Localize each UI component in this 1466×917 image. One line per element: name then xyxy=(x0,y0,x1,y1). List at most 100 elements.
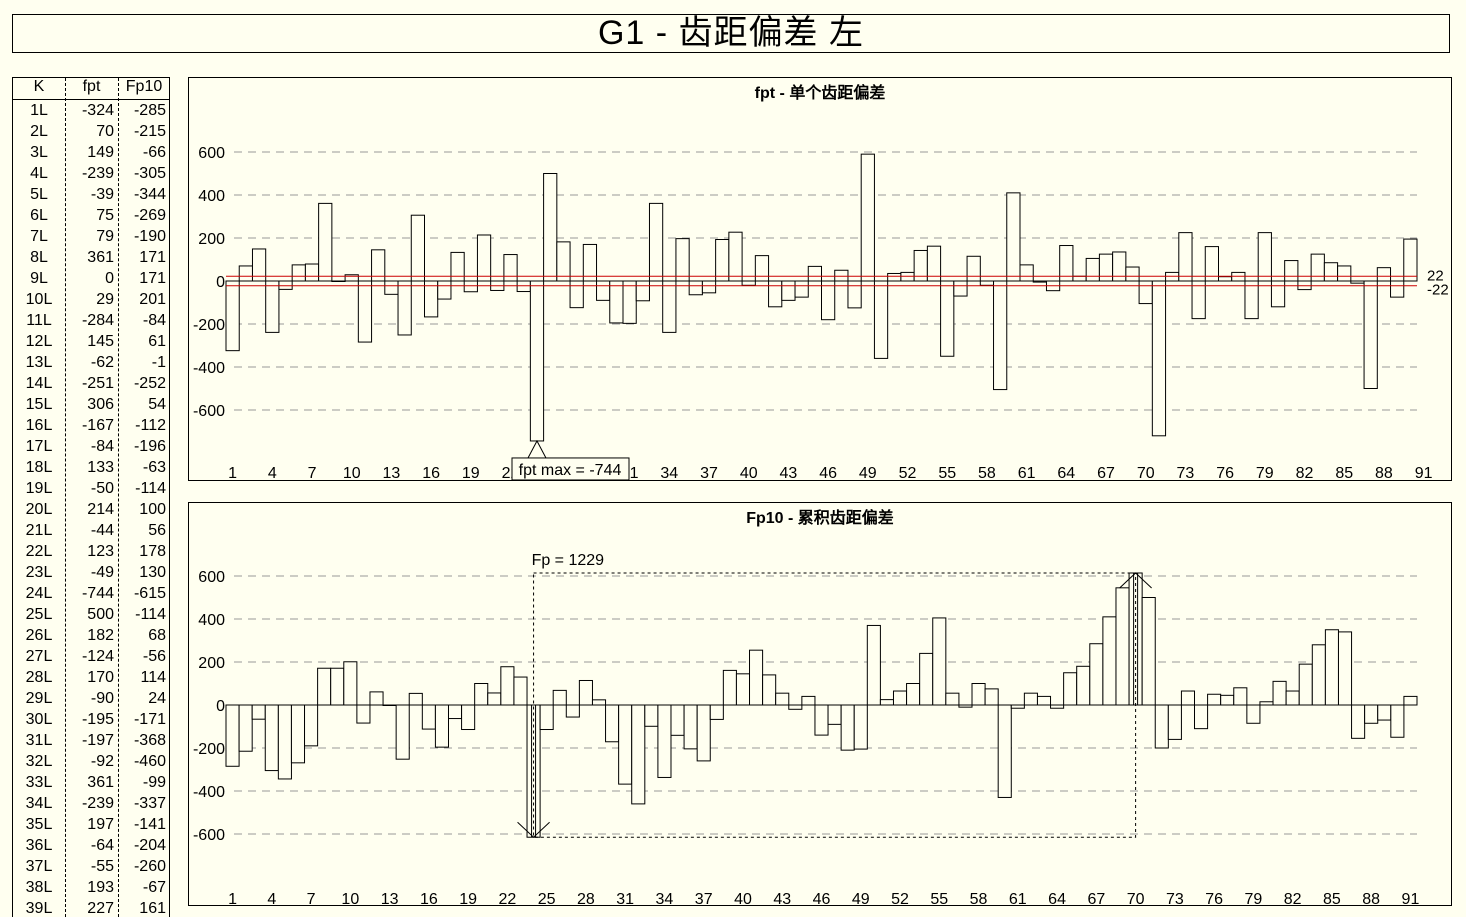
bar xyxy=(357,280,373,343)
cell-k: 19L xyxy=(25,480,53,497)
bar xyxy=(1310,253,1325,282)
table-row: 27L -124 -56 xyxy=(13,646,169,667)
bar xyxy=(622,280,637,324)
cell-fp10: 61 xyxy=(148,333,166,350)
bar xyxy=(997,704,1012,798)
cell-fp10: 68 xyxy=(148,627,166,644)
bar xyxy=(953,280,968,297)
bar xyxy=(516,280,531,293)
bar xyxy=(344,274,359,282)
page-title: G1 - 齿距偏差 左 xyxy=(597,14,865,52)
cell-k: 15L xyxy=(25,396,53,413)
bar xyxy=(1377,704,1392,721)
x-tick-label: 61 xyxy=(1009,891,1027,907)
bar xyxy=(657,704,672,778)
table-row: 17L -84 -196 xyxy=(13,436,169,457)
x-tick-label: 37 xyxy=(695,891,713,907)
bar xyxy=(834,269,849,282)
table-row: 32L -92 -460 xyxy=(13,751,169,772)
table-row: 5L -39 -344 xyxy=(13,184,169,205)
cell-k: 8L xyxy=(30,249,48,266)
y-tick-label: 400 xyxy=(198,612,225,629)
cell-k: 4L xyxy=(30,165,48,182)
bar xyxy=(1138,280,1153,305)
cell-fpt: -49 xyxy=(90,564,114,581)
bar xyxy=(1178,232,1193,282)
bar xyxy=(762,674,777,706)
bar xyxy=(1403,238,1418,282)
cell-fpt: 182 xyxy=(87,627,114,644)
cell-fp10: -368 xyxy=(133,732,166,749)
bar xyxy=(840,704,855,751)
x-tick-label: 4 xyxy=(267,891,276,907)
table-row: 7L 79 -190 xyxy=(13,226,169,247)
bar xyxy=(1311,644,1326,706)
cell-fp10: 24 xyxy=(148,690,166,707)
x-tick-label: 55 xyxy=(930,891,948,907)
bar xyxy=(781,280,796,301)
table-row: 11L -284 -84 xyxy=(13,310,169,331)
cell-k: 32L xyxy=(25,753,53,770)
cell-fpt: -39 xyxy=(90,186,114,203)
x-tick-label: 7 xyxy=(308,465,317,482)
table-row: 38L 193 -67 xyxy=(13,877,169,898)
cell-fp10: -615 xyxy=(133,585,166,602)
cell-fp10: -204 xyxy=(133,837,166,854)
cell-fp10: -252 xyxy=(133,375,166,392)
cell-k: 35L xyxy=(25,816,53,833)
y-tick-label: 200 xyxy=(198,231,225,248)
x-tick-label: 34 xyxy=(656,891,674,907)
bar xyxy=(474,683,489,706)
bar xyxy=(463,280,478,293)
bar xyxy=(919,652,934,706)
cell-fp10: -84 xyxy=(142,312,166,329)
bar xyxy=(979,280,995,286)
bar xyxy=(596,280,611,301)
table-row: 2L 70 -215 xyxy=(13,121,169,142)
x-tick-label: 7 xyxy=(307,891,316,907)
bar xyxy=(722,669,737,706)
x-tick-label: 1 xyxy=(228,465,237,482)
bar xyxy=(318,202,333,282)
table-row: 28L 170 114 xyxy=(13,667,169,688)
cell-fp10: 56 xyxy=(148,522,166,539)
bar xyxy=(618,704,633,785)
bar xyxy=(1363,280,1378,389)
table-row: 13L -62 -1 xyxy=(13,352,169,373)
cell-k: 18L xyxy=(25,459,53,476)
cell-k: 28L xyxy=(25,669,53,686)
cell-fp10: -67 xyxy=(142,879,166,896)
y-tick-label: 600 xyxy=(198,569,225,586)
bar xyxy=(304,704,319,747)
cell-k: 17L xyxy=(25,438,53,455)
x-tick-label: 28 xyxy=(577,891,595,907)
cell-fpt: -197 xyxy=(81,732,114,749)
bar xyxy=(569,280,584,309)
bar xyxy=(688,280,703,296)
bar xyxy=(827,704,842,725)
cell-k: 27L xyxy=(25,648,53,665)
cell-fpt: 214 xyxy=(87,501,114,518)
x-tick-label: 13 xyxy=(381,891,399,907)
bar xyxy=(609,280,624,324)
table-row: 36L -64 -204 xyxy=(13,835,169,856)
data-table: K fpt Fp10 1L -324 -285 2L 70 -215 3L 149 -66 4L -… xyxy=(12,77,170,917)
bar xyxy=(582,243,598,282)
fp10-title-cn: 累积齿距偏差 xyxy=(797,508,894,527)
bar xyxy=(853,704,868,750)
bar xyxy=(317,667,332,706)
bar xyxy=(552,689,567,706)
bar xyxy=(343,661,358,706)
cell-k: 6L xyxy=(30,207,48,224)
bar xyxy=(1324,629,1339,706)
cell-fpt: -239 xyxy=(81,795,114,812)
table-row: 35L 197 -141 xyxy=(13,814,169,835)
bar xyxy=(696,704,711,762)
cell-fp10: -260 xyxy=(133,858,166,875)
bar xyxy=(238,704,253,752)
bar xyxy=(1059,245,1074,282)
table-row: 33L 361 -99 xyxy=(13,772,169,793)
bar xyxy=(1337,265,1352,282)
bar xyxy=(487,692,502,706)
bar xyxy=(1390,704,1405,738)
